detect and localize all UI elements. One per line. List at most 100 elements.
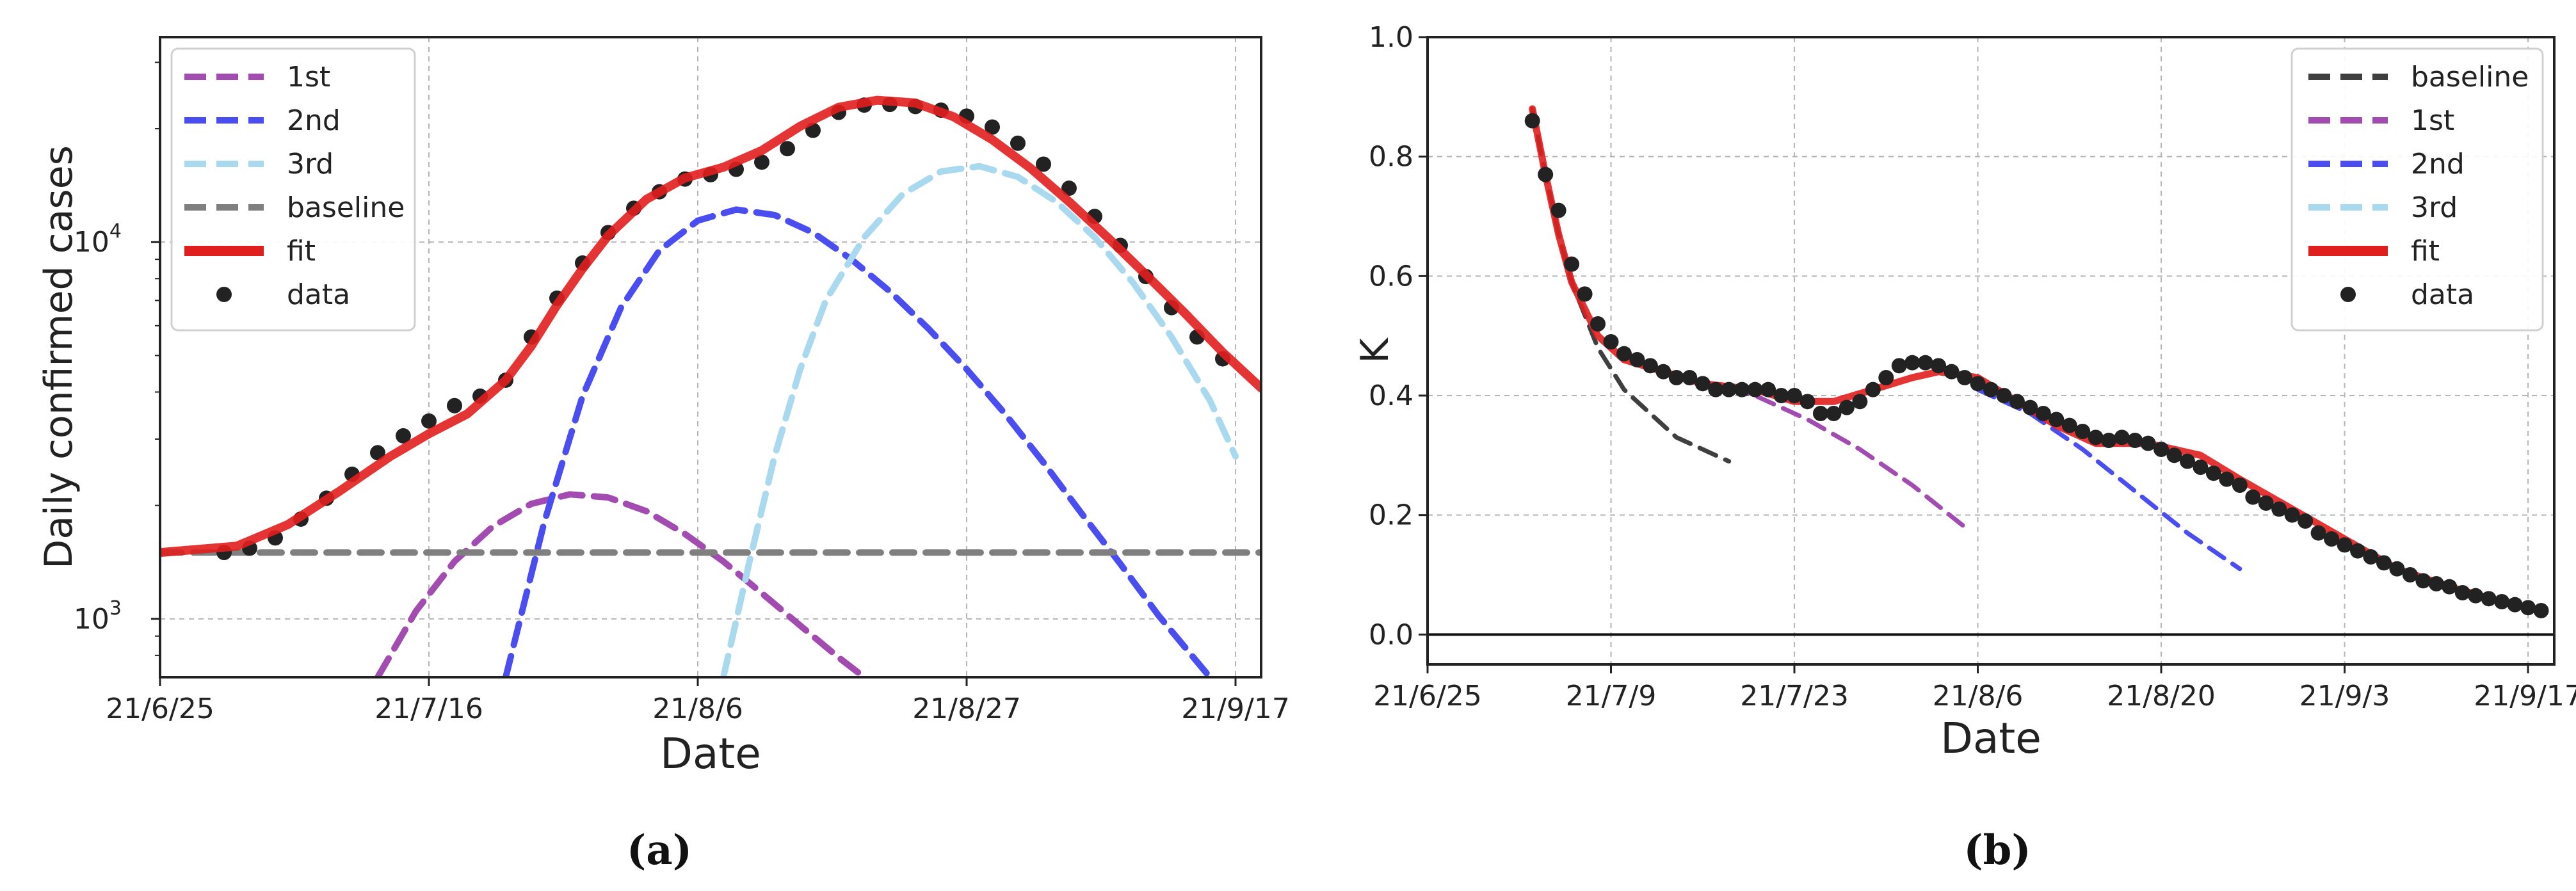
chart-a-series-data-point <box>780 141 795 157</box>
chart-b-series-data-point <box>1577 286 1593 302</box>
chart-a-x-tick-label: 21/8/6 <box>652 693 743 725</box>
chart-a-series-data-point <box>985 119 1000 135</box>
chart-b-x-tick-label: 21/9/17 <box>2474 680 2576 712</box>
chart-b-series-data-point <box>1616 346 1632 362</box>
chart-b-legend-3rd-label: 3rd <box>2411 191 2458 224</box>
chart-b-series-data-point <box>1878 370 1894 385</box>
chart-b-legend-2nd-label: 2nd <box>2411 148 2465 181</box>
chart-b-series-data-point <box>1799 394 1815 410</box>
chart-b-y-tick-label: 0.6 <box>1369 260 1413 293</box>
chart-a-x-tick-label: 21/8/27 <box>912 693 1021 725</box>
chart-b-series-data-point <box>1839 399 1855 415</box>
chart-b: 21/6/25 21/7/9 21/7/23 21/8/6 21/8/20 21/9/3 2… <box>1353 21 2576 763</box>
chart-b-series-data-point <box>2101 433 2117 448</box>
chart-a: 21/6/25 21/7/16 21/8/6 21/8/27 21/9/17 10310… <box>36 36 1290 778</box>
chart-b-series-data-point <box>2428 576 2444 591</box>
chart-a-x-ticks: 21/6/25 21/7/16 21/8/6 21/8/27 21/9/17 <box>106 677 1290 725</box>
chart-b-series-data-point <box>1642 358 1658 374</box>
chart-b-series-data-point <box>1629 352 1645 367</box>
chart-b-y-tick-label: 0.8 <box>1369 141 1413 173</box>
chart-a-legend-data-marker <box>216 287 232 302</box>
chart-b-series-data-point <box>1564 256 1580 272</box>
chart-b-series-data-point <box>2389 561 2405 577</box>
chart-b-series-data-point <box>2153 442 2169 457</box>
chart-b-series-data-point <box>2310 525 2326 541</box>
chart-a-series-fit-line <box>160 95 1261 558</box>
chart-a-y-ticks: 103 104 <box>74 61 160 656</box>
chart-b-series-data-point <box>2454 585 2470 600</box>
chart-b-series-data-point <box>2127 433 2143 448</box>
chart-a-x-tick-label: 21/7/16 <box>374 693 483 725</box>
chart-b-legend: baseline 1st 2nd 3rd fit data <box>2290 47 2544 332</box>
chart-a-series-data-point <box>754 154 769 170</box>
chart-b-series-data-point <box>2494 594 2510 609</box>
panel-a-label: (a) <box>627 826 692 874</box>
chart-b-series-data-point <box>1996 388 2012 403</box>
chart-b-legend-data-label: data <box>2411 278 2474 311</box>
chart-a-x-tick-label: 21/9/17 <box>1181 693 1290 725</box>
chart-b-series-data-point <box>1773 388 1789 403</box>
chart-a-legend-baseline-label: baseline <box>287 191 405 224</box>
chart-b-frame <box>1426 36 2556 666</box>
chart-b-x-tick-label: 21/8/6 <box>1933 680 2024 712</box>
chart-b-series-data-point <box>2088 429 2104 446</box>
chart-b-series-data-point <box>1970 376 1986 392</box>
chart-a-series-data-point <box>447 397 462 413</box>
chart-b-series-data-point <box>2022 399 2038 415</box>
chart-b-series-data-point <box>2337 537 2353 553</box>
chart-b-series-data-point <box>2402 567 2418 582</box>
chart-b-y-tick-label: 1.0 <box>1369 21 1413 54</box>
chart-b-series-baseline-line <box>1530 106 1732 464</box>
chart-b-series-data-point <box>2009 394 2025 410</box>
chart-a-series-1st-line <box>374 491 867 677</box>
chart-b-series-data-point <box>2507 597 2523 613</box>
chart-b-series-data-point <box>1655 364 1671 380</box>
chart-b-series-data-point <box>2232 478 2248 493</box>
chart-b-series-data-point <box>2258 495 2274 511</box>
chart-b-series-data-point <box>2284 507 2300 523</box>
chart-b-series-data-point <box>1812 406 1828 421</box>
chart-b-series-data-point <box>2363 549 2379 565</box>
chart-b-series-data-point <box>1550 202 1566 218</box>
chart-b-series-data-point <box>1944 364 1960 380</box>
chart-b-series-data-point <box>1852 394 1868 410</box>
chart-b-series-data-point <box>1721 381 1737 397</box>
chart-b-series-data-point <box>2061 417 2077 433</box>
chart-a-legend-data-label: data <box>287 278 350 311</box>
panel-b-label: (b) <box>1963 826 2031 874</box>
chart-b-series-data-point <box>2520 600 2536 616</box>
chart-b-series-data-point <box>2298 513 2314 529</box>
chart-b-x-tick-label: 21/7/23 <box>1740 680 1849 712</box>
chart-a-series-data-point <box>1010 135 1026 151</box>
chart-a-y-tick-label: 104 <box>74 220 122 259</box>
chart-b-x-tick-label: 21/6/25 <box>1373 680 1482 712</box>
chart-a-series-2nd-line <box>503 206 1213 677</box>
chart-a-series-data-point <box>1036 156 1051 172</box>
chart-b-series-data-point <box>1747 381 1763 397</box>
chart-a-frame <box>159 36 1262 678</box>
chart-b-series-data-point <box>2140 435 2156 451</box>
chart-b-legend-fit-label: fit <box>2411 235 2440 268</box>
chart-b-series-2nd-line <box>1976 387 2242 572</box>
chart-b-series-data-point <box>2442 579 2458 595</box>
chart-a-legend-2nd-label: 2nd <box>287 104 341 137</box>
chart-b-series-data-point <box>2324 531 2340 547</box>
chart-b-series-data-point <box>2468 588 2484 604</box>
chart-b-series-data-point <box>2049 412 2065 428</box>
chart-b-series-data-point <box>2415 573 2431 589</box>
chart-b-series-data-point <box>1904 355 1920 371</box>
chart-b-series-data-point <box>1734 381 1750 397</box>
chart-b-x-tick-label: 21/8/20 <box>2107 680 2216 712</box>
chart-b-series-data-point <box>2205 465 2221 481</box>
chart-b-series-data-point <box>1983 381 1999 397</box>
chart-b-series-data-point <box>2481 591 2497 607</box>
chart-a-series-data-point <box>396 428 411 444</box>
chart-a-series-data-point <box>421 413 437 429</box>
chart-b-series-data-point <box>2179 453 2195 469</box>
chart-b-series-data-point <box>1787 388 1803 403</box>
chart-b-series-data-point <box>2376 555 2392 571</box>
chart-a-legend-3rd-label: 3rd <box>287 148 334 181</box>
chart-b-series-data-point <box>1917 355 1933 371</box>
chart-a-legend-fit-label: fit <box>287 235 316 268</box>
chart-b-series-data-point <box>1891 358 1907 374</box>
